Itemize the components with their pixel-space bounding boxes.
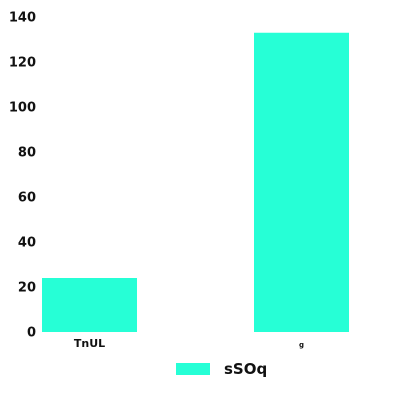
bar [254, 32, 349, 332]
y-tick-label: 0 [27, 326, 36, 341]
x-tick-label: g [299, 341, 304, 349]
y-tick-label: 60 [18, 191, 36, 206]
x-tick-label: TnUL [74, 337, 105, 350]
legend-swatch [176, 363, 210, 375]
y-tick-label: 120 [9, 56, 36, 71]
bar [42, 278, 137, 332]
y-tick-label: 140 [9, 11, 36, 26]
legend: sSOq [176, 360, 267, 378]
legend-label: sSOq [224, 360, 268, 378]
y-tick-label: 40 [18, 236, 36, 251]
y-tick-label: 80 [18, 146, 36, 161]
y-tick-label: 20 [18, 281, 36, 296]
y-tick-label: 100 [9, 101, 36, 116]
